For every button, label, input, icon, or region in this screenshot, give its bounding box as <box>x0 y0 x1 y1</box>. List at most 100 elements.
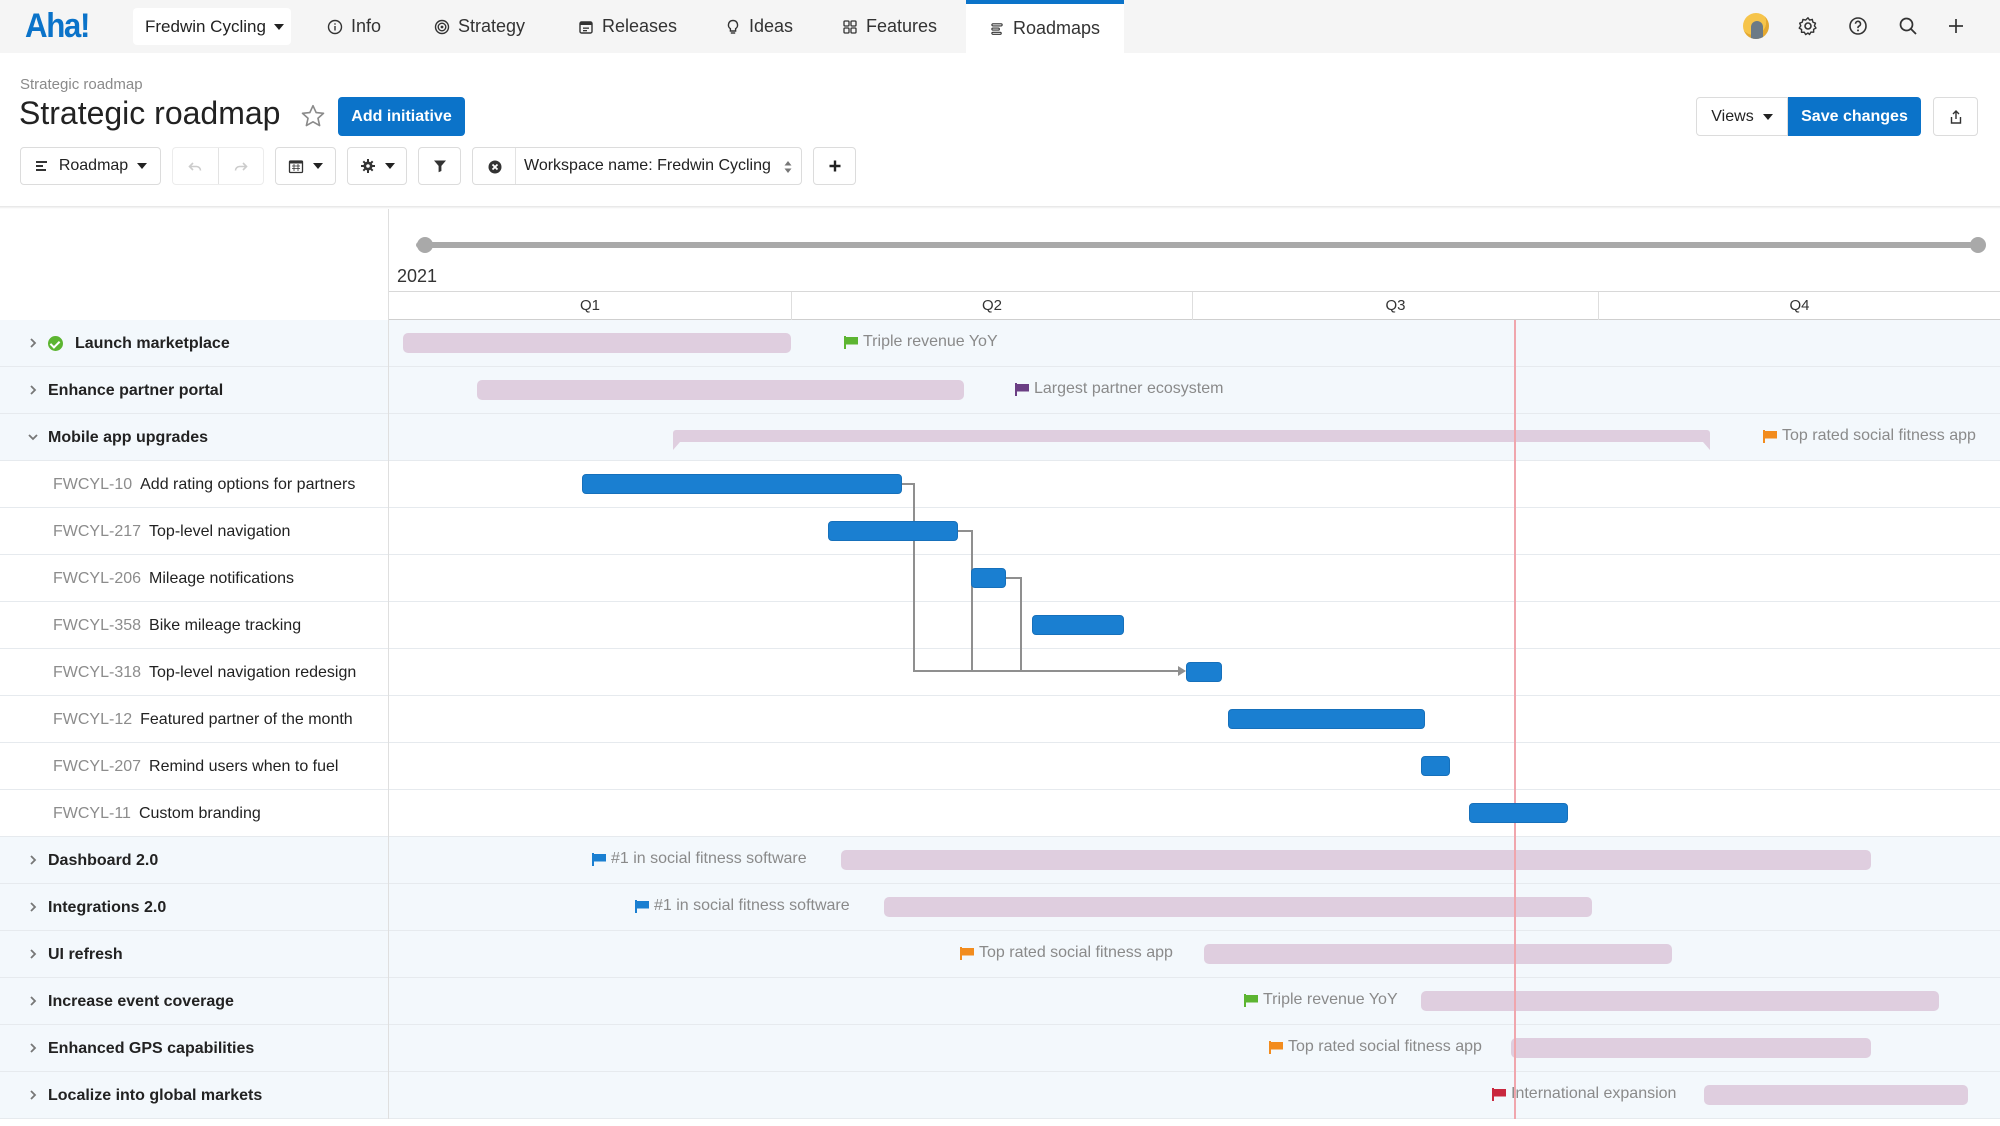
initiative-bar[interactable] <box>1421 991 1939 1011</box>
settings-button[interactable] <box>1795 13 1821 39</box>
feature-name[interactable]: Remind users when to fuel <box>149 757 339 775</box>
chevron-right-icon[interactable] <box>27 995 39 1007</box>
feature-bar[interactable] <box>971 568 1006 588</box>
initiative-name[interactable]: Launch marketplace <box>75 334 230 352</box>
nav-item-features[interactable]: Features <box>842 0 937 53</box>
initiative-summary-bar[interactable] <box>673 430 1710 450</box>
feature-name[interactable]: Bike mileage tracking <box>149 616 302 634</box>
goal-marker[interactable]: #1 in social fitness software <box>635 897 850 915</box>
row-label[interactable]: FWCYL-12 Featured partner of the month <box>0 696 389 743</box>
chevron-right-icon[interactable] <box>27 948 39 960</box>
remove-filter-icon[interactable] <box>487 159 503 175</box>
feature-bar[interactable] <box>1032 615 1124 635</box>
feature-name[interactable]: Add rating options for partners <box>140 475 356 493</box>
feature-key[interactable]: FWCYL-10 <box>53 475 133 493</box>
feature-bar[interactable] <box>582 474 902 494</box>
search-button[interactable] <box>1895 13 1921 39</box>
feature-key[interactable]: FWCYL-11 <box>53 804 131 822</box>
goal-marker[interactable]: Largest partner ecosystem <box>1015 380 1223 398</box>
feature-name[interactable]: Custom branding <box>138 804 261 822</box>
workspace-filter[interactable]: Workspace name: Fredwin Cycling <box>472 147 802 185</box>
row-label[interactable]: Localize into global markets <box>0 1072 389 1119</box>
row-label[interactable]: Dashboard 2.0 <box>0 837 389 884</box>
initiative-bar[interactable] <box>1511 1038 1871 1058</box>
create-button[interactable] <box>1943 13 1969 39</box>
initiative-name[interactable]: Enhance partner portal <box>48 381 224 399</box>
nav-item-roadmaps[interactable]: Roadmaps <box>966 0 1124 53</box>
timeline-range-slider[interactable] <box>416 242 1973 248</box>
workspace-select[interactable]: Fredwin Cycling <box>133 8 291 45</box>
chevron-right-icon[interactable] <box>27 901 39 913</box>
initiative-name[interactable]: Increase event coverage <box>48 992 234 1010</box>
nav-item-info[interactable]: Info <box>327 0 381 53</box>
chevron-right-icon[interactable] <box>27 337 39 349</box>
initiative-name[interactable]: Mobile app upgrades <box>48 428 209 446</box>
feature-key[interactable]: FWCYL-358 <box>53 616 142 634</box>
date-range-button[interactable] <box>275 147 336 185</box>
row-label[interactable]: FWCYL-358 Bike mileage tracking <box>0 602 389 649</box>
roadmap-view-select[interactable]: Roadmap <box>20 147 161 185</box>
row-label[interactable]: Integrations 2.0 <box>0 884 389 931</box>
breadcrumb[interactable]: Strategic roadmap <box>20 76 143 93</box>
filter-button[interactable] <box>418 147 461 185</box>
initiative-bar[interactable] <box>1704 1085 1968 1105</box>
goal-marker[interactable]: Top rated social fitness app <box>1269 1038 1482 1056</box>
nav-item-strategy[interactable]: Strategy <box>434 0 525 53</box>
row-label[interactable]: Enhance partner portal <box>0 367 389 414</box>
goal-marker[interactable]: #1 in social fitness software <box>592 850 807 868</box>
chevron-right-icon[interactable] <box>27 1089 39 1101</box>
chevron-right-icon[interactable] <box>27 384 39 396</box>
feature-key[interactable]: FWCYL-217 <box>53 522 142 540</box>
initiative-name[interactable]: Integrations 2.0 <box>48 898 167 916</box>
slider-end-handle[interactable] <box>1970 237 1986 253</box>
share-button[interactable] <box>1933 97 1978 136</box>
goal-marker[interactable]: Top rated social fitness app <box>960 944 1173 962</box>
nav-item-releases[interactable]: Releases <box>578 0 677 53</box>
initiative-bar[interactable] <box>884 897 1592 917</box>
row-label[interactable]: Mobile app upgrades <box>0 414 389 461</box>
feature-key[interactable]: FWCYL-318 <box>53 663 142 681</box>
row-label[interactable]: UI refresh <box>0 931 389 978</box>
row-label[interactable]: FWCYL-207 Remind users when to fuel <box>0 743 389 790</box>
add-filter-button[interactable] <box>813 147 856 185</box>
row-label[interactable]: Enhanced GPS capabilities <box>0 1025 389 1072</box>
save-changes-button[interactable]: Save changes <box>1788 97 1921 136</box>
initiative-name[interactable]: Localize into global markets <box>48 1086 263 1104</box>
redo-icon[interactable] <box>233 159 249 175</box>
feature-bar[interactable] <box>1421 756 1450 776</box>
initiative-name[interactable]: Dashboard 2.0 <box>48 851 159 869</box>
settings-dropdown[interactable] <box>347 147 407 185</box>
user-avatar[interactable] <box>1743 13 1769 39</box>
initiative-name[interactable]: Enhanced GPS capabilities <box>48 1039 255 1057</box>
feature-bar[interactable] <box>1228 709 1425 729</box>
aha-logo[interactable]: Aha! <box>25 7 90 45</box>
chevron-right-icon[interactable] <box>27 854 39 866</box>
feature-key[interactable]: FWCYL-206 <box>53 569 142 587</box>
feature-bar[interactable] <box>1469 803 1568 823</box>
feature-name[interactable]: Mileage notifications <box>149 569 294 587</box>
initiative-bar[interactable] <box>841 850 1871 870</box>
feature-key[interactable]: FWCYL-12 <box>53 710 133 728</box>
row-label[interactable]: FWCYL-10 Add rating options for partners <box>0 461 389 508</box>
slider-start-handle[interactable] <box>417 237 433 253</box>
nav-item-ideas[interactable]: Ideas <box>725 0 793 53</box>
row-label[interactable]: FWCYL-11 Custom branding <box>0 790 389 837</box>
row-label[interactable]: FWCYL-206 Mileage notifications <box>0 555 389 602</box>
feature-name[interactable]: Top-level navigation redesign <box>149 663 357 681</box>
feature-bar[interactable] <box>828 521 958 541</box>
feature-name[interactable]: Top-level navigation <box>149 522 291 540</box>
feature-key[interactable]: FWCYL-207 <box>53 757 142 775</box>
undo-icon[interactable] <box>187 159 203 175</box>
feature-name[interactable]: Featured partner of the month <box>140 710 353 728</box>
initiative-bar[interactable] <box>1204 944 1672 964</box>
add-initiative-button[interactable]: Add initiative <box>338 97 465 136</box>
initiative-bar[interactable] <box>403 333 791 353</box>
row-label[interactable]: FWCYL-318 Top-level navigation redesign <box>0 649 389 696</box>
goal-marker[interactable]: Top rated social fitness app <box>1763 427 1976 445</box>
row-label[interactable]: FWCYL-217 Top-level navigation <box>0 508 389 555</box>
initiative-bar[interactable] <box>477 380 964 400</box>
initiative-name[interactable]: UI refresh <box>48 945 123 963</box>
chevron-right-icon[interactable] <box>27 1042 39 1054</box>
row-label[interactable]: Launch marketplace <box>0 320 389 367</box>
feature-bar[interactable] <box>1186 662 1222 682</box>
